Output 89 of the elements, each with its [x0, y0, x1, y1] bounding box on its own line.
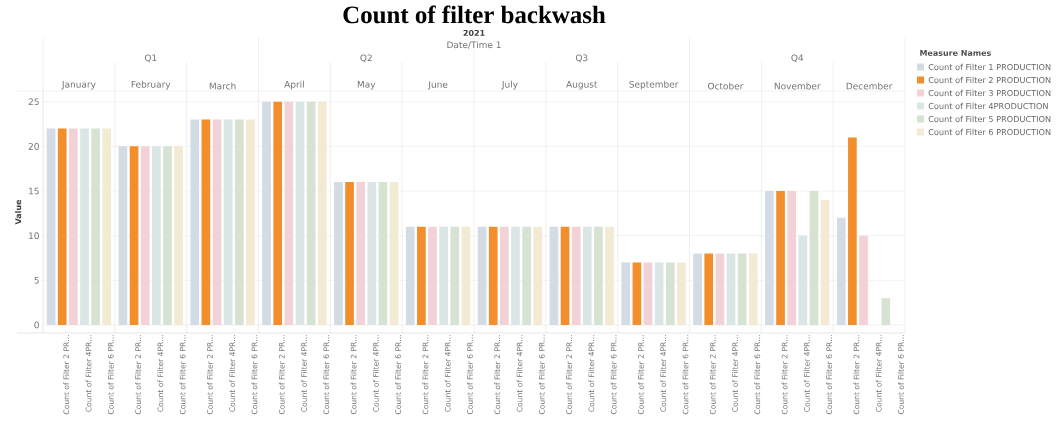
bar: [809, 191, 819, 325]
bar: [102, 128, 112, 325]
bar: [522, 226, 531, 325]
y-tick-label: 25: [28, 98, 39, 106]
bar: [665, 262, 675, 325]
x-tick-label: August: [566, 81, 598, 90]
legend-label: Count of Filter 2 PRODUCTION: [928, 76, 1051, 84]
bar: [477, 226, 487, 325]
bar: [776, 191, 785, 325]
bar: [140, 146, 150, 325]
bar: [118, 146, 128, 325]
bar: [417, 226, 426, 325]
bar: [190, 119, 200, 325]
bar: [704, 253, 714, 325]
bar: [605, 226, 614, 325]
bar: [378, 182, 388, 325]
bar: [859, 235, 868, 325]
bar: [450, 226, 460, 325]
text: Q3: [575, 54, 588, 63]
bar: [317, 101, 327, 325]
bar: [428, 226, 437, 325]
bar: [46, 128, 56, 325]
bar: [594, 226, 603, 325]
bar: [787, 191, 797, 325]
text: Q2: [360, 54, 372, 63]
bar: [389, 182, 399, 325]
legend-label: Count of Filter 5 PRODUCTION: [928, 115, 1051, 123]
bar: [848, 137, 857, 325]
bar: [820, 199, 830, 325]
x-tick-label: March: [209, 82, 236, 90]
bar: [533, 226, 543, 325]
bar: [677, 262, 686, 325]
bar: [836, 217, 846, 325]
x-tick-label: October: [707, 82, 744, 90]
bar: [129, 146, 139, 325]
y-tick-label: 10: [29, 232, 39, 240]
bar: [748, 253, 758, 325]
legend-label: Count of Filter 4PRODUCTION: [928, 102, 1048, 110]
y-tick-label: 20: [28, 142, 39, 150]
bar: [69, 128, 78, 325]
x-tick-label: July: [501, 80, 518, 90]
y-tick-label: 5: [34, 276, 39, 284]
bar: [306, 101, 316, 325]
bar: [163, 146, 172, 325]
bar: [405, 226, 415, 325]
legend-label: Count of Filter 1 PRODUCTION: [928, 63, 1051, 71]
bar: [334, 182, 343, 325]
bar: [234, 119, 244, 325]
bar: [356, 182, 366, 325]
bar: [273, 101, 283, 325]
bar: [693, 253, 702, 325]
bar: [560, 226, 570, 325]
legend-label: Count of Filter 3 PRODUCTION: [928, 89, 1051, 97]
x-tick-label: September: [629, 80, 679, 90]
y-tick-label: 15: [29, 187, 39, 195]
bar: [500, 226, 509, 325]
bar: [737, 253, 747, 325]
bar: [57, 128, 67, 325]
text: Q4: [791, 54, 804, 63]
bar: [488, 226, 498, 325]
chart-title: Count of filter backwash: [343, 5, 606, 24]
bar: [571, 226, 581, 325]
text: Date/Time 1: [447, 41, 501, 49]
bar: [881, 298, 891, 325]
x-tick-label: January: [61, 81, 96, 90]
y-tick-label: 0: [34, 321, 39, 329]
bar: [262, 101, 271, 325]
text: Q1: [144, 54, 157, 63]
bar: [765, 191, 774, 325]
legend-label: Count of Filter 6 PRODUCTION: [928, 128, 1051, 136]
bar: [461, 226, 471, 325]
bar: [632, 262, 642, 325]
bar: [643, 262, 653, 325]
bar: [284, 101, 294, 325]
x-tick-label: June: [427, 81, 448, 90]
bar: [212, 119, 222, 325]
bar: [91, 128, 100, 325]
x-tick-label: February: [131, 80, 171, 90]
bar: [715, 253, 725, 325]
bar: [246, 119, 255, 325]
bar: [201, 119, 211, 325]
x-tick-label: April: [284, 80, 304, 90]
bar: [549, 226, 559, 325]
x-tick-label: November: [774, 82, 821, 90]
bar: [174, 146, 183, 325]
bar: [621, 262, 631, 325]
bar: [345, 182, 354, 325]
x-tick-label: May: [357, 81, 376, 90]
x-tick-label: December: [846, 82, 893, 90]
